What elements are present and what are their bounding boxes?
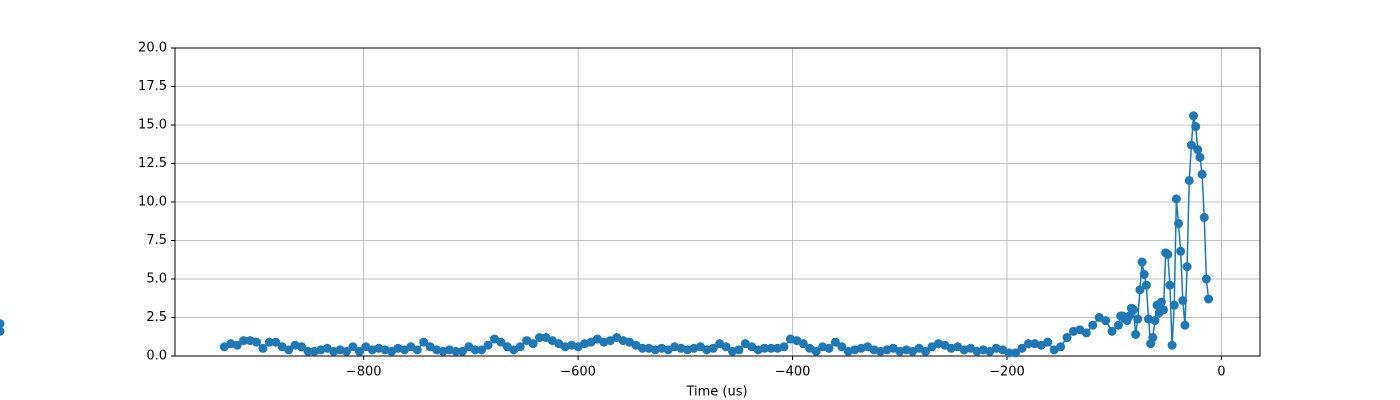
y-tick-label: 7.5 (146, 233, 167, 248)
data-point (1191, 122, 1201, 132)
data-point (1113, 320, 1123, 330)
data-point (1167, 340, 1177, 350)
data-point (451, 346, 461, 356)
data-point (798, 339, 808, 349)
data-point (470, 345, 480, 355)
data-point (271, 337, 281, 347)
data-point (1195, 152, 1205, 162)
data-point (412, 345, 422, 355)
x-tick-label: −600 (560, 365, 596, 380)
data-point (1156, 297, 1166, 307)
data-point (1176, 246, 1186, 256)
data-point (1081, 328, 1091, 338)
data-point (354, 346, 364, 356)
y-tick-label: 2.5 (146, 310, 167, 325)
data-point (1201, 274, 1211, 284)
data-point (1088, 320, 1098, 330)
data-point (496, 337, 506, 347)
data-point (483, 340, 493, 350)
data-point (1163, 249, 1173, 259)
y-tick-label: 17.5 (138, 79, 167, 94)
data-point (1186, 140, 1196, 150)
data-point (535, 333, 545, 343)
data-point (708, 343, 718, 353)
data-point (760, 343, 770, 353)
data-point (297, 342, 307, 352)
x-tick-label: −200 (989, 365, 1025, 380)
data-point (303, 346, 313, 356)
data-point (457, 346, 467, 356)
data-point (264, 337, 274, 347)
x-axis-label: Time (us) (685, 385, 747, 400)
data-point (1193, 145, 1203, 155)
y-tick-label: 0.0 (146, 349, 167, 364)
data-point (1159, 305, 1169, 315)
data-point (721, 342, 731, 352)
plot-frame (174, 47, 1261, 357)
data-point (1107, 326, 1117, 336)
data-point (779, 342, 789, 352)
data-point (0, 319, 5, 329)
data-point (1056, 342, 1066, 352)
data-point (1139, 269, 1149, 279)
data-point (258, 343, 268, 353)
data-point (1131, 329, 1141, 339)
data-point (830, 337, 840, 347)
data-point (528, 339, 538, 349)
y-tick-label: 5.0 (146, 272, 167, 287)
data-point (1043, 337, 1053, 347)
data-point (1023, 339, 1033, 349)
y-tick-label: 15.0 (138, 118, 167, 133)
data-point (1135, 285, 1145, 295)
data-point (1165, 280, 1175, 290)
data-point (1101, 316, 1111, 326)
data-point (1178, 296, 1188, 306)
data-point (1171, 194, 1181, 204)
data-point (811, 346, 821, 356)
x-tick-label: −800 (346, 365, 382, 380)
data-point (1150, 316, 1160, 326)
data-point (1197, 169, 1207, 179)
x-tick-label: −400 (775, 365, 811, 380)
y-tick-label: 10.0 (138, 195, 167, 210)
data-point (1182, 262, 1192, 272)
data-point (837, 342, 847, 352)
data-point (1133, 314, 1143, 324)
data-point (1180, 320, 1190, 330)
data-point (920, 346, 930, 356)
data-point (734, 345, 744, 355)
data-point (232, 340, 242, 350)
data-point (1199, 212, 1209, 222)
data-point (342, 346, 352, 356)
data-point (1184, 175, 1194, 185)
data-point (637, 343, 647, 353)
data-point (251, 337, 261, 347)
x-tick-label: 0 (1217, 365, 1225, 380)
data-point (1174, 219, 1184, 229)
y-tick-label: 20.0 (138, 41, 167, 56)
data-point (1128, 305, 1138, 315)
data-point (1204, 294, 1214, 304)
data-point (1148, 333, 1158, 343)
data-point (1169, 300, 1179, 310)
y-tick-label: 12.5 (138, 156, 167, 171)
data-point (1062, 333, 1072, 343)
data-point (0, 326, 5, 336)
data-point (419, 337, 429, 347)
data-point (1011, 348, 1021, 358)
data-point (348, 342, 358, 352)
data-point (239, 336, 249, 346)
data-point (766, 343, 776, 353)
data-point (477, 345, 487, 355)
data-point (1137, 257, 1147, 267)
data-point (824, 343, 834, 353)
data-point (1017, 343, 1027, 353)
data-point (284, 345, 294, 355)
data-point (1189, 111, 1199, 121)
data-point (515, 342, 525, 352)
data-point (1004, 348, 1014, 358)
data-point (1141, 280, 1151, 290)
